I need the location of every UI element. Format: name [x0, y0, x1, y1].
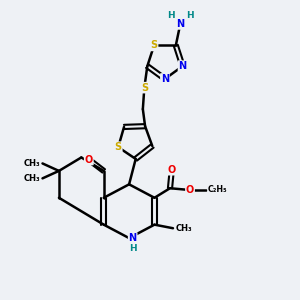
Text: N: N — [176, 19, 184, 29]
Text: O: O — [186, 185, 194, 195]
Text: N: N — [129, 233, 137, 243]
Text: N: N — [161, 74, 169, 84]
Text: H: H — [186, 11, 194, 20]
Text: H: H — [167, 11, 175, 20]
Text: C₂H₅: C₂H₅ — [208, 185, 227, 194]
Text: S: S — [151, 40, 158, 50]
Text: O: O — [167, 165, 175, 175]
Text: CH₃: CH₃ — [176, 224, 192, 233]
Text: CH₃: CH₃ — [23, 159, 40, 168]
Text: O: O — [85, 154, 93, 165]
Text: S: S — [115, 142, 122, 152]
Text: CH₃: CH₃ — [23, 174, 40, 183]
Text: S: S — [141, 82, 148, 93]
Text: H: H — [129, 244, 136, 253]
Text: N: N — [178, 61, 187, 71]
